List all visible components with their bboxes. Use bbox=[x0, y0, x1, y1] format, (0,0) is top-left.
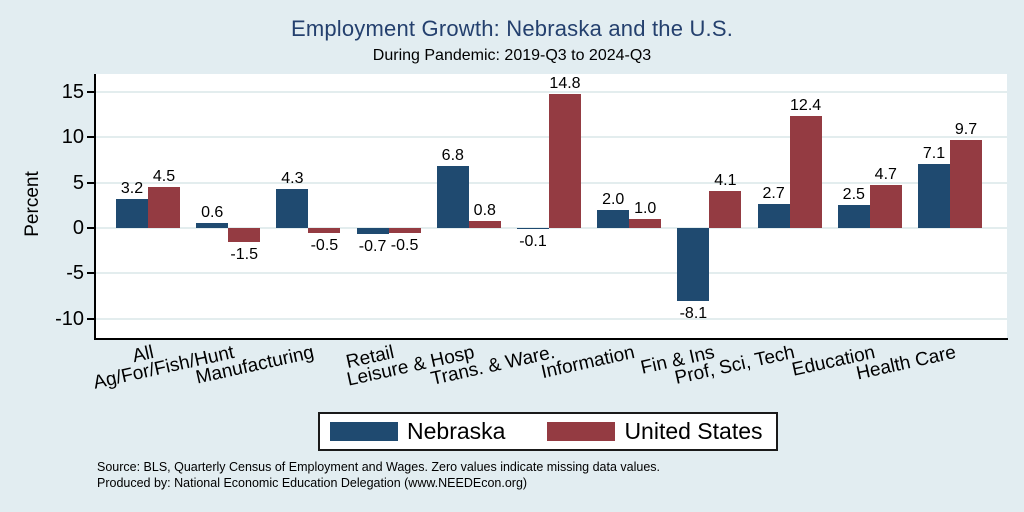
y-tick bbox=[87, 136, 95, 139]
bar-value-label: 14.8 bbox=[549, 74, 581, 92]
bar-value-label: 2.5 bbox=[842, 186, 865, 204]
y-tick bbox=[87, 90, 95, 93]
bar-nebraska bbox=[837, 205, 870, 228]
bar-united-states bbox=[629, 218, 662, 228]
bar-value-label: 0.6 bbox=[201, 203, 224, 221]
x-category-label: Information bbox=[539, 342, 637, 384]
bar-value-label: 3.2 bbox=[120, 179, 144, 197]
y-tick bbox=[87, 181, 95, 184]
bar-nebraska bbox=[196, 222, 229, 228]
bar-value-label: -0.7 bbox=[358, 238, 387, 256]
bar-value-label: 4.1 bbox=[714, 171, 737, 189]
y-tick-label: -5 bbox=[66, 262, 84, 285]
bar-united-states bbox=[709, 190, 742, 228]
bar-nebraska bbox=[276, 189, 309, 228]
y-tick-label: 0 bbox=[72, 217, 84, 239]
bar-united-states bbox=[228, 228, 261, 242]
plot-area: 3.2 4.5 0.6 -1.5 4.3 -0.5 -0.7 -0.5 6.8 0.8 -0.1 14… bbox=[95, 74, 1007, 339]
bar-nebraska bbox=[918, 163, 950, 228]
gridline bbox=[95, 227, 1007, 229]
y-tick-label: 15 bbox=[61, 80, 84, 103]
bar-value-label: -1.5 bbox=[230, 245, 258, 263]
bar-value-label: 6.8 bbox=[441, 147, 464, 165]
bar-value-label: -0.5 bbox=[310, 236, 339, 254]
bar-united-states bbox=[388, 228, 421, 233]
legend-label-nebraska: Nebraska bbox=[407, 418, 506, 444]
bar-value-label: 4.3 bbox=[281, 170, 304, 187]
bar-nebraska bbox=[597, 209, 630, 228]
y-tick-label: 5 bbox=[72, 171, 84, 194]
legend-swatch-nebraska bbox=[330, 422, 398, 441]
bar-value-label: 0.8 bbox=[473, 201, 496, 219]
bar-united-states bbox=[950, 140, 982, 228]
bar-value-label: -0.5 bbox=[390, 236, 419, 254]
x-axis-line bbox=[94, 338, 1008, 340]
bar-united-states bbox=[869, 185, 902, 228]
y-tick-label: 10 bbox=[61, 126, 84, 149]
y-tick bbox=[87, 227, 95, 229]
legend: Nebraska United States bbox=[318, 412, 778, 451]
legend-label-united-states: United States bbox=[624, 418, 763, 444]
bar-united-states bbox=[148, 187, 180, 228]
producer-note: Produced by: National Economic Education… bbox=[97, 476, 528, 490]
bar-united-states bbox=[308, 228, 341, 233]
gridline bbox=[95, 272, 1007, 275]
bar-value-label: 1.0 bbox=[634, 199, 657, 217]
bar-value-label: 2.0 bbox=[602, 190, 625, 208]
bar-nebraska bbox=[356, 228, 389, 235]
y-tick bbox=[87, 317, 95, 320]
bar-united-states bbox=[789, 115, 822, 228]
y-tick bbox=[87, 272, 95, 275]
bar-value-label: 4.5 bbox=[152, 168, 176, 186]
bar-nebraska bbox=[677, 228, 710, 302]
y-axis-line bbox=[94, 74, 96, 340]
bar-value-label: 7.1 bbox=[922, 144, 946, 162]
bar-united-states bbox=[468, 220, 501, 228]
bar-nebraska bbox=[757, 203, 790, 228]
bar-value-label: -0.1 bbox=[519, 232, 547, 250]
bar-value-label: 2.7 bbox=[762, 184, 785, 202]
y-tick-label: -10 bbox=[55, 307, 84, 330]
bar-nebraska bbox=[517, 228, 549, 229]
gridline bbox=[95, 90, 1007, 93]
bar-value-label: 4.7 bbox=[874, 166, 897, 184]
footer-notes: Source: BLS, Quarterly Census of Employm… bbox=[97, 459, 660, 491]
source-note: Source: BLS, Quarterly Census of Employm… bbox=[97, 460, 661, 474]
bar-value-label: 12.4 bbox=[790, 96, 822, 114]
chart-title: Employment Growth: Nebraska and the U.S. bbox=[290, 16, 734, 41]
legend-swatch-united-states bbox=[547, 422, 616, 441]
bar-united-states bbox=[549, 93, 581, 228]
bar-value-label: -8.1 bbox=[679, 305, 708, 323]
bar-nebraska bbox=[436, 166, 469, 228]
gridline bbox=[95, 317, 1007, 320]
bar-value-label: 9.7 bbox=[954, 121, 978, 139]
bar-nebraska bbox=[116, 198, 148, 228]
chart-subtitle: During Pandemic: 2019-Q3 to 2024-Q3 bbox=[372, 47, 652, 64]
